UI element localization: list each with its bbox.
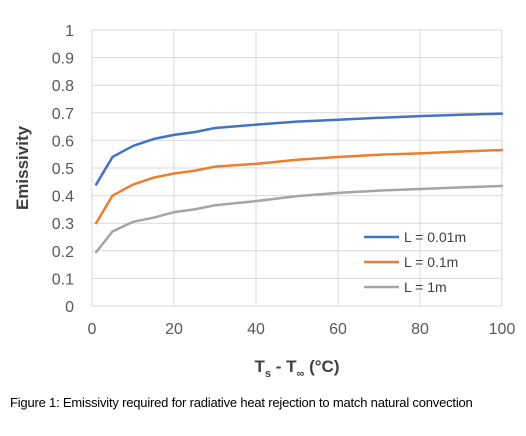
x-axis-label: Ts - T∞ (°C) (255, 357, 340, 380)
y-tick-labels: 0 0.1 0.2 0.3 0.4 0.5 0.6 0.7 0.8 0.9 1 (52, 23, 74, 316)
figure-caption: Figure 1: Emissivity required for radiat… (10, 395, 473, 410)
y-tick-label: 0.4 (52, 189, 74, 206)
series-line-2 (94, 148, 504, 225)
y-axis-label: Emissivity (13, 125, 32, 210)
x-tick-labels: 0 20 40 60 80 100 (88, 321, 516, 338)
y-tick-label: 0 (65, 299, 74, 316)
series-lines (94, 112, 504, 254)
x-axis-label-sub-inf: ∞ (297, 368, 305, 380)
x-tick-label: 80 (411, 321, 429, 338)
y-tick-label: 0.3 (52, 216, 74, 233)
gridlines (91, 29, 503, 307)
x-axis-label-sub-s: s (265, 368, 271, 380)
x-tick-label: 20 (165, 321, 183, 338)
y-tick-label: 0.6 (52, 133, 74, 150)
x-tick-label: 40 (247, 321, 265, 338)
series-line-3 (94, 184, 504, 254)
x-axis-label-main: T (255, 357, 266, 376)
series-line-1 (94, 112, 504, 186)
x-tick-label: 100 (489, 321, 516, 338)
y-tick-label: 0.9 (52, 51, 74, 68)
x-axis-label-minus: - T (271, 357, 297, 376)
y-tick-label: 0.2 (52, 244, 74, 261)
legend-label-3: L = 1m (404, 279, 447, 295)
x-axis-label-unit: (°C) (304, 357, 339, 376)
emissivity-chart: 0 0.1 0.2 0.3 0.4 0.5 0.6 0.7 0.8 0.9 1 0 20 40 60 80 1… (13, 23, 516, 380)
y-tick-label: 1 (65, 23, 74, 40)
y-tick-label: 0.5 (52, 161, 74, 178)
x-tick-label: 60 (329, 321, 347, 338)
x-tick-label: 0 (88, 321, 97, 338)
y-tick-label: 0.8 (52, 78, 74, 95)
y-tick-label: 0.7 (52, 106, 74, 123)
legend: L = 0.01m L = 0.1m L = 1m (364, 229, 466, 295)
y-tick-label: 0.1 (52, 271, 74, 288)
legend-label-2: L = 0.1m (404, 254, 458, 270)
legend-label-1: L = 0.01m (404, 229, 466, 245)
